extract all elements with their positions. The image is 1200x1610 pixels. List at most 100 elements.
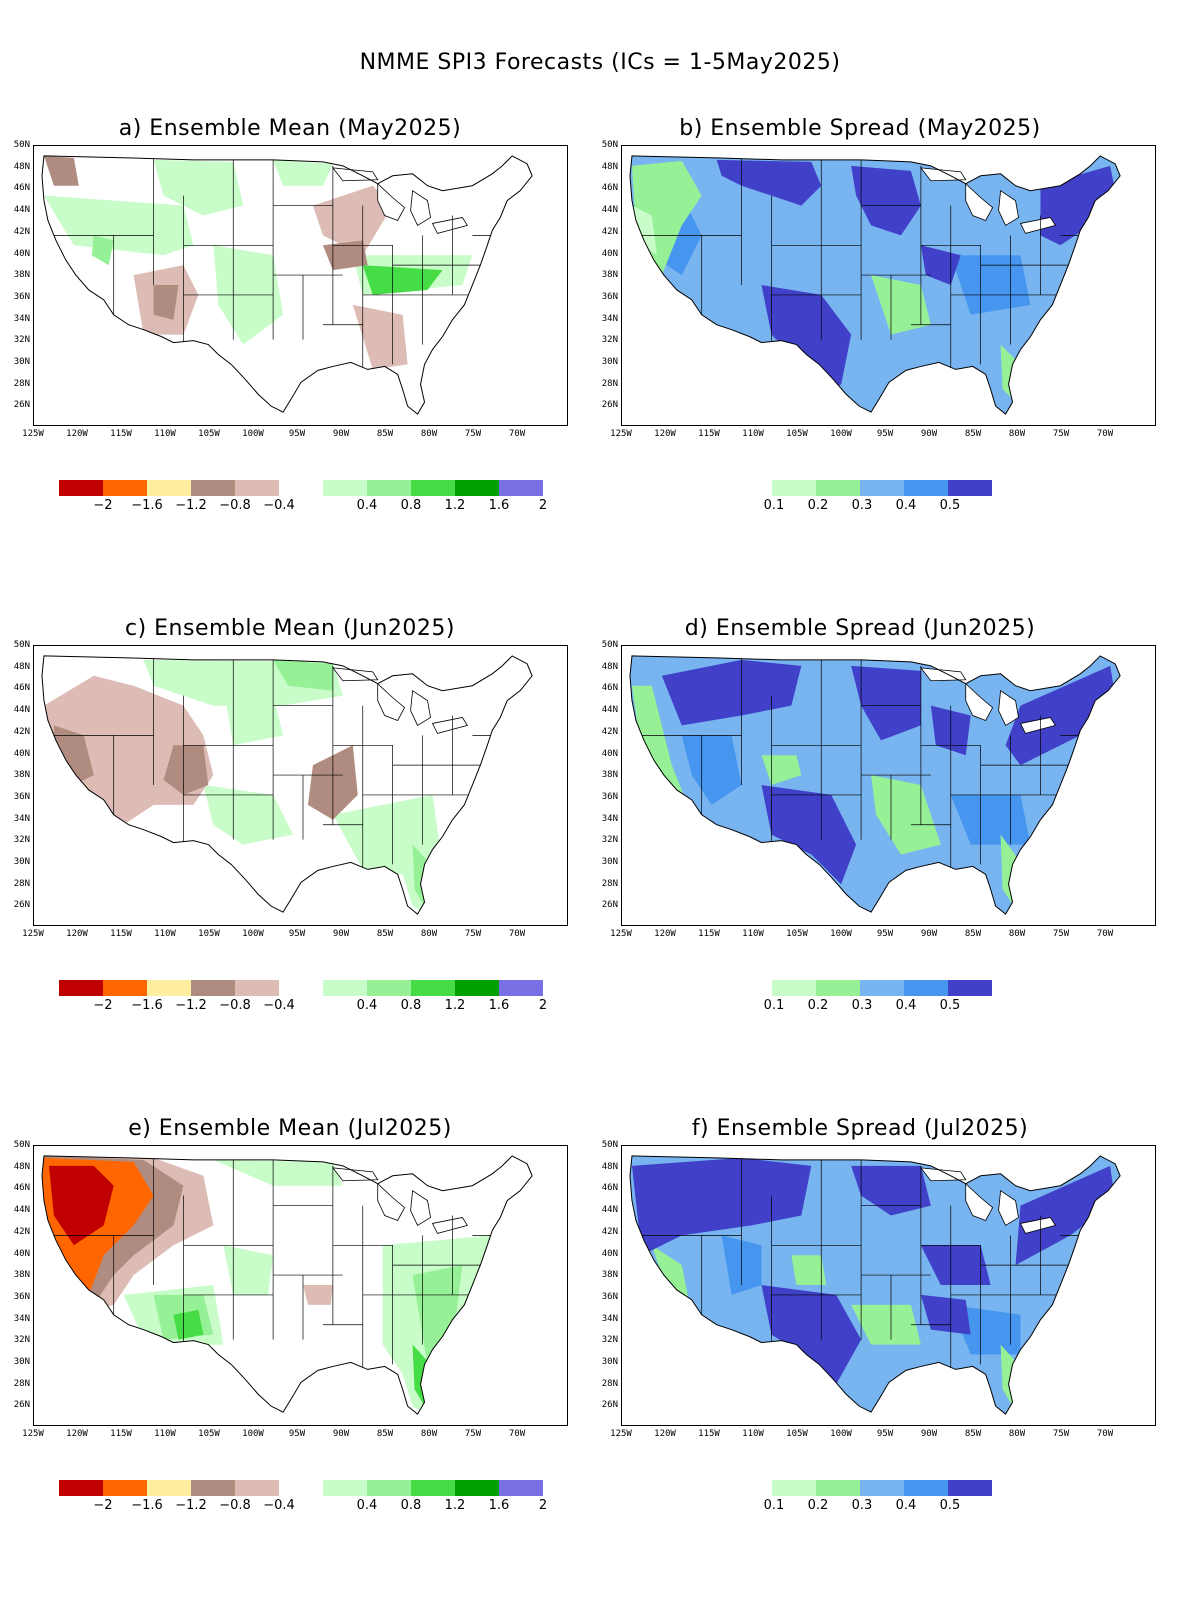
map-svg bbox=[629, 1155, 1121, 1415]
lon-label: 95W bbox=[288, 1429, 306, 1439]
lat-label: 50N bbox=[13, 140, 30, 150]
map-d bbox=[621, 645, 1156, 926]
colorbar-label: 0.4 bbox=[895, 498, 917, 513]
lon-label: 80W bbox=[1008, 929, 1026, 939]
panel-a: a) Ensemble Mean (May2025) 50N 48N 46N 44N 42… bbox=[0, 110, 600, 610]
lat-label: 30N bbox=[601, 1357, 618, 1367]
colorbar-swatch bbox=[191, 980, 235, 996]
colorbar-swatch bbox=[191, 1480, 235, 1496]
great-lake bbox=[998, 189, 1019, 227]
great-lake bbox=[377, 682, 406, 721]
shaded-region bbox=[851, 1165, 931, 1216]
panel-title: f) Ensemble Spread (Jul2025) bbox=[691, 1116, 1029, 1141]
shaded-region bbox=[851, 665, 921, 741]
great-lake bbox=[377, 182, 406, 221]
colorbar-label: −1.2 bbox=[175, 498, 207, 513]
panel-title: e) Ensemble Mean (Jul2025) bbox=[128, 1116, 452, 1141]
colorbar bbox=[59, 980, 543, 996]
lon-label: 105W bbox=[786, 929, 808, 939]
lon-label: 100W bbox=[830, 1429, 852, 1439]
coastline bbox=[629, 155, 1121, 415]
lon-label: 85W bbox=[964, 429, 982, 439]
lon-label: 80W bbox=[420, 1429, 438, 1439]
colorbar-label: 0.4 bbox=[356, 1498, 378, 1513]
lon-label: 90W bbox=[332, 429, 350, 439]
lon-label: 90W bbox=[332, 1429, 350, 1439]
colorbar-swatch bbox=[147, 980, 191, 996]
coastline bbox=[41, 155, 533, 415]
shaded-region bbox=[43, 155, 79, 186]
shaded-region bbox=[631, 205, 657, 256]
colorbar-swatch bbox=[367, 980, 411, 996]
colorbar bbox=[59, 480, 543, 496]
lon-label: 80W bbox=[1008, 1429, 1026, 1439]
colorbar-label: −1.6 bbox=[131, 998, 163, 1013]
colorbar-swatch bbox=[499, 980, 543, 996]
lon-label: 95W bbox=[876, 1429, 894, 1439]
lat-label: 48N bbox=[13, 661, 30, 672]
panel-b: b) Ensemble Spread (May2025) 50N 48N 46N 44N… bbox=[588, 110, 1188, 610]
panel-f: f) Ensemble Spread (Jul2025) 50N 48N 46N 44N… bbox=[588, 1110, 1188, 1610]
colorbar-swatch bbox=[323, 980, 367, 996]
colorbar-label: −2 bbox=[93, 498, 113, 513]
lat-label: 28N bbox=[601, 1378, 618, 1389]
colorbar-label: −2 bbox=[93, 998, 113, 1013]
lat-label: 42N bbox=[601, 1226, 618, 1237]
lat-label: 38N bbox=[601, 270, 618, 281]
lat-label: 26N bbox=[601, 1400, 618, 1411]
lat-label: 34N bbox=[13, 813, 30, 824]
shaded-region bbox=[173, 1309, 204, 1340]
colorbar-swatch bbox=[191, 480, 235, 496]
lat-label: 46N bbox=[13, 683, 30, 694]
colorbar-label: 0.1 bbox=[763, 998, 785, 1013]
colorbar-swatch bbox=[772, 980, 816, 996]
colorbar-label: 1.2 bbox=[444, 1498, 466, 1513]
colorbar-label: 0.5 bbox=[939, 498, 961, 513]
lat-label: 32N bbox=[601, 835, 618, 846]
lon-label: 90W bbox=[920, 429, 938, 439]
colorbar-label: 0.1 bbox=[763, 1498, 785, 1513]
lat-label: 26N bbox=[13, 900, 30, 911]
shaded-region bbox=[631, 1157, 812, 1256]
lon-label: 100W bbox=[830, 429, 852, 439]
lon-label: 100W bbox=[830, 929, 852, 939]
lat-label: 44N bbox=[13, 1205, 30, 1216]
lat-label: 42N bbox=[13, 1226, 30, 1237]
lon-label: 75W bbox=[464, 1429, 482, 1439]
lat-label: 26N bbox=[601, 900, 618, 911]
lat-label: 36N bbox=[13, 791, 30, 802]
lat-label: 44N bbox=[13, 205, 30, 216]
lon-label: 70W bbox=[1096, 429, 1114, 439]
colorbar-label: 1.6 bbox=[488, 998, 510, 1013]
colorbar-swatch bbox=[411, 480, 455, 496]
lon-label: 100W bbox=[242, 1429, 264, 1439]
colorbar-swatch bbox=[59, 980, 103, 996]
colorbar-label: 0.4 bbox=[356, 998, 378, 1013]
lon-label: 110W bbox=[154, 929, 176, 939]
lat-label: 26N bbox=[13, 400, 30, 411]
lon-label: 115W bbox=[110, 929, 132, 939]
lat-label: 38N bbox=[13, 270, 30, 281]
colorbar-label: 0.3 bbox=[851, 1498, 873, 1513]
colorbar-swatch bbox=[948, 480, 992, 496]
lat-label: 46N bbox=[601, 683, 618, 694]
lat-label: 32N bbox=[601, 335, 618, 346]
lat-label: 50N bbox=[601, 640, 618, 650]
shaded-region bbox=[851, 1304, 921, 1345]
colorbar-swatch bbox=[499, 480, 543, 496]
colorbar-swatch bbox=[499, 1480, 543, 1496]
colorbar-label: 0.2 bbox=[807, 1498, 829, 1513]
colorbar-swatch bbox=[367, 480, 411, 496]
colorbar-swatch bbox=[235, 980, 279, 996]
lon-label: 125W bbox=[610, 929, 632, 939]
shaded-region bbox=[681, 735, 742, 805]
shaded-region bbox=[213, 1159, 343, 1186]
colorbar-label: 2 bbox=[538, 998, 548, 1013]
colorbar-swatch bbox=[860, 980, 904, 996]
map-svg bbox=[629, 655, 1121, 915]
shaded-region bbox=[352, 304, 408, 370]
lon-label: 120W bbox=[66, 1429, 88, 1439]
shaded-region bbox=[791, 1255, 827, 1286]
lat-label: 38N bbox=[13, 1270, 30, 1281]
colorbar-label: 0.8 bbox=[400, 1498, 422, 1513]
